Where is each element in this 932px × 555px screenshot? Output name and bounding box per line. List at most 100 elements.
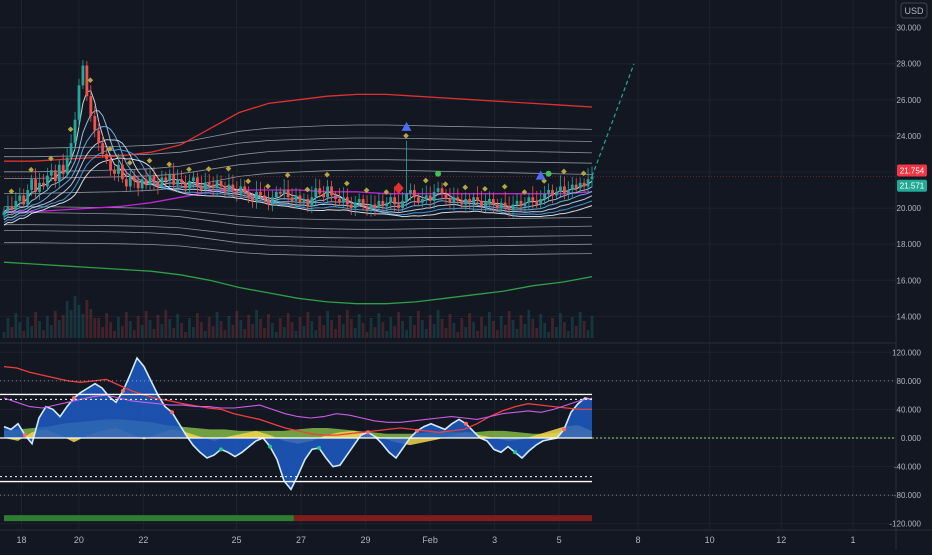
volume-bar	[69, 310, 73, 338]
axes: 30.00028.00026.00024.00022.00020.00018.0…	[16, 24, 927, 545]
volume-bar	[14, 313, 18, 338]
candle-body	[310, 197, 314, 207]
moving-average-line	[3, 157, 593, 226]
volume-bar	[215, 312, 219, 338]
candle-body	[397, 204, 401, 209]
candle-body	[140, 179, 144, 189]
candle-body	[586, 179, 590, 187]
candle-body	[369, 204, 373, 210]
volume-bar	[349, 319, 353, 338]
volume-bar	[117, 317, 120, 338]
candle-body	[543, 193, 547, 200]
volume-bar	[61, 315, 65, 338]
volume-bar	[365, 332, 369, 338]
diamond-marker	[67, 126, 74, 133]
candle-body	[120, 164, 124, 180]
volume-bar	[294, 331, 298, 338]
volume-bar	[85, 300, 89, 338]
volume-bar	[247, 315, 251, 338]
candle-body	[49, 170, 53, 176]
volume-bars	[2, 296, 594, 338]
volume-bar	[231, 325, 235, 338]
volume-bar	[330, 320, 333, 338]
candle-body	[444, 193, 448, 200]
candle-body	[42, 182, 45, 187]
candle-body	[203, 182, 207, 191]
time-tick-label: Feb	[422, 535, 438, 545]
candle-body	[26, 190, 30, 205]
wave-dot	[513, 450, 517, 455]
volume-bar	[369, 318, 373, 338]
price-tick-label: 18.000	[897, 240, 922, 249]
signal-bar-bear	[293, 515, 592, 522]
candle-body	[231, 184, 235, 191]
last-price-tag	[897, 179, 927, 192]
candle-body	[180, 179, 183, 183]
candle-body	[270, 197, 274, 205]
volume-bar	[405, 330, 408, 338]
candle-body	[424, 195, 428, 200]
price-tick-label: 28.000	[897, 60, 922, 69]
candle-body	[523, 202, 527, 207]
volume-bar	[424, 329, 428, 338]
volume-bar	[38, 321, 41, 338]
candle-body	[109, 159, 112, 171]
volume-bar	[409, 316, 412, 338]
volume-bar	[184, 332, 187, 338]
candle-body	[381, 200, 385, 207]
candle-body	[160, 177, 164, 187]
candle-body	[97, 130, 101, 144]
volume-bar	[460, 318, 464, 338]
candle-body	[57, 164, 61, 182]
volume-bar	[590, 316, 594, 338]
volume-bar	[401, 321, 404, 338]
volume-bar	[322, 325, 326, 338]
volume-bar	[302, 326, 306, 338]
oscillator-tick-label: -40.000	[894, 463, 922, 472]
candle-body	[511, 204, 515, 210]
projection-line	[591, 63, 635, 177]
volume-bar	[2, 332, 6, 338]
volume-bar	[341, 324, 345, 338]
volume-bar	[484, 326, 487, 338]
candle-body	[255, 191, 258, 201]
candle-body	[559, 186, 562, 192]
sell-diamond-marker	[393, 182, 404, 195]
candle-body	[385, 202, 389, 207]
price-tick-label: 30.000	[897, 24, 922, 33]
volume-bar	[65, 301, 69, 338]
volume-bar	[243, 329, 247, 338]
volume-bar	[77, 305, 81, 338]
wave-dot	[219, 447, 223, 452]
volume-bar	[480, 317, 483, 338]
volume-bar	[124, 312, 128, 338]
volume-bar	[259, 319, 262, 338]
volume-bar	[203, 331, 207, 338]
price-tick-label: 24.000	[897, 132, 922, 141]
volume-bar	[432, 324, 436, 338]
time-tick-label: 3	[492, 535, 497, 545]
volume-bar	[436, 310, 440, 338]
volume-bar	[448, 314, 452, 338]
volume-bar	[42, 330, 45, 338]
candle-body	[515, 200, 519, 205]
candlesticks	[2, 59, 594, 219]
candle-body	[535, 200, 539, 205]
ribbon-level-line	[4, 242, 593, 257]
candle-body	[267, 199, 270, 205]
currency-badge[interactable]: USD	[900, 2, 928, 19]
candle-body	[503, 202, 507, 207]
volume-bar	[464, 327, 468, 338]
volume-bar	[73, 296, 77, 338]
candle-body	[223, 186, 227, 192]
time-tick-label: 25	[232, 535, 242, 545]
candle-body	[373, 204, 377, 209]
volume-bar	[326, 311, 329, 338]
candle-body	[345, 197, 349, 205]
candle-body	[22, 195, 26, 205]
volume-bar	[547, 332, 550, 338]
volume-bar	[274, 332, 278, 338]
volume-bar	[574, 326, 578, 338]
volume-bar	[468, 313, 472, 338]
